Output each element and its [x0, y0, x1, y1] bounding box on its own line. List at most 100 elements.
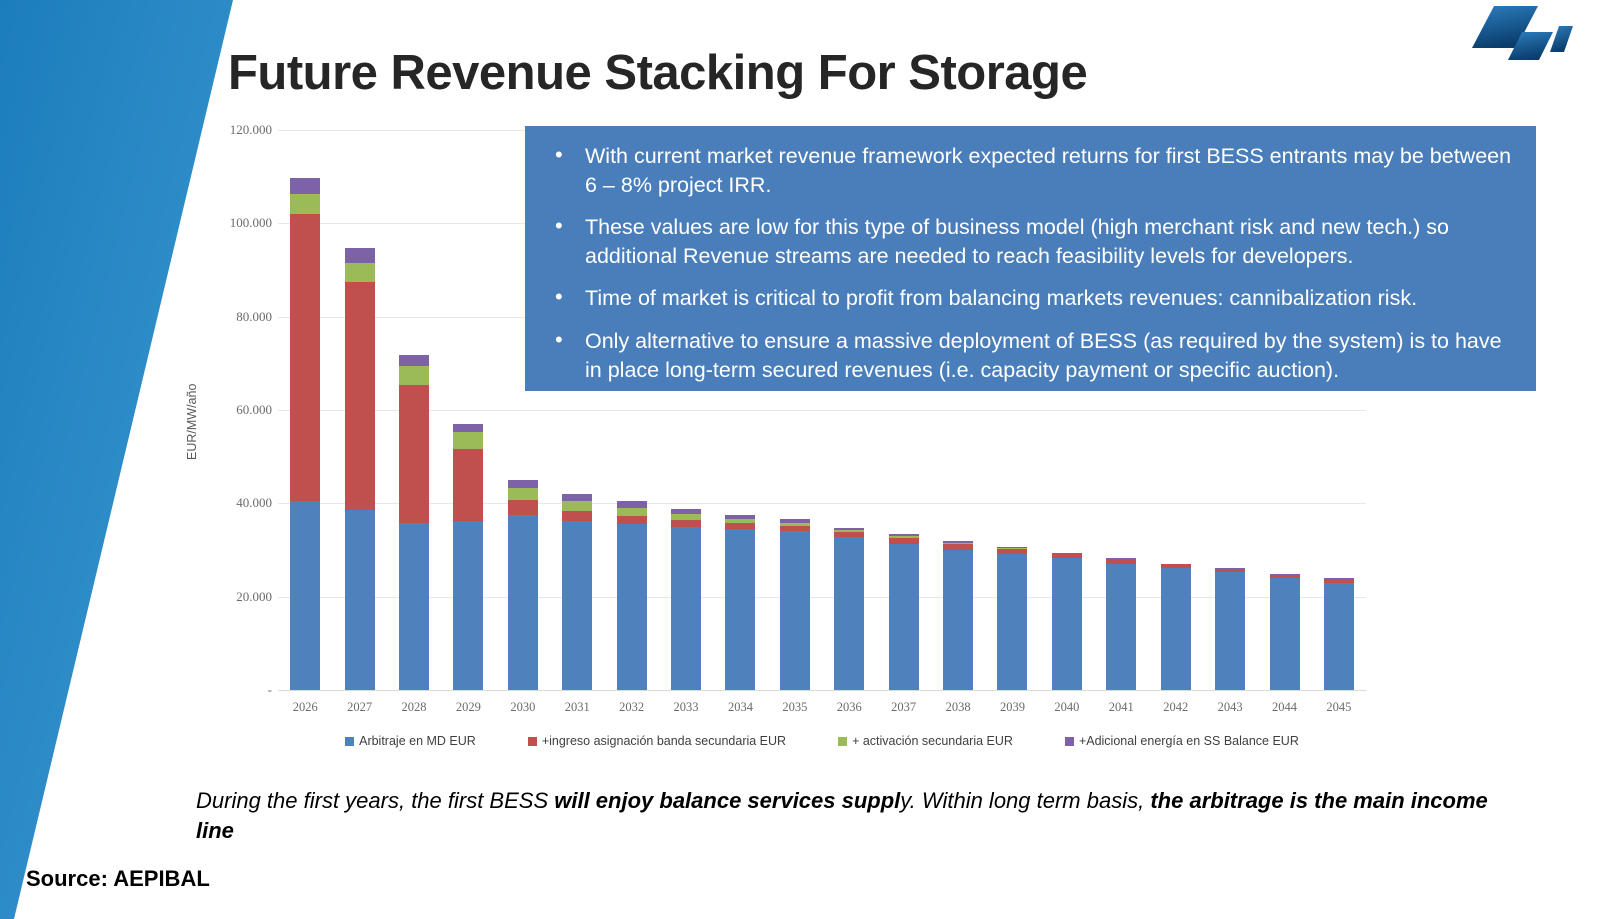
stacked-bar[interactable] [507, 480, 538, 690]
bar-segment[interactable] [943, 543, 974, 550]
bar-segment[interactable] [888, 544, 919, 690]
bar-segment[interactable] [453, 449, 484, 521]
bar-segment[interactable] [290, 501, 321, 690]
bar-segment[interactable] [888, 536, 919, 539]
bar-segment[interactable] [671, 520, 702, 528]
bar-segment[interactable] [943, 541, 974, 543]
bar-segment[interactable] [943, 542, 974, 544]
bar-segment[interactable] [725, 515, 756, 520]
bar-column[interactable] [822, 130, 876, 690]
bar-segment[interactable] [671, 514, 702, 521]
stacked-bar[interactable] [1106, 558, 1137, 690]
stacked-bar[interactable] [344, 248, 375, 690]
legend-item[interactable]: Arbitraje en MD EUR [345, 734, 476, 748]
bar-segment[interactable] [290, 193, 321, 215]
bar-segment[interactable] [399, 366, 430, 386]
bar-segment[interactable] [725, 529, 756, 690]
bar-column[interactable] [1312, 130, 1366, 690]
bar-column[interactable] [387, 130, 441, 690]
stacked-bar[interactable] [997, 547, 1028, 690]
stacked-bar[interactable] [1051, 552, 1082, 690]
bar-column[interactable] [278, 130, 332, 690]
bar-segment[interactable] [344, 248, 375, 264]
stacked-bar[interactable] [290, 178, 321, 690]
stacked-bar[interactable] [779, 519, 810, 690]
bar-segment[interactable] [779, 522, 810, 527]
bar-column[interactable] [1040, 130, 1094, 690]
stacked-bar[interactable] [943, 541, 974, 690]
bar-segment[interactable] [997, 547, 1028, 549]
bar-segment[interactable] [671, 508, 702, 515]
bar-segment[interactable] [943, 549, 974, 690]
bar-segment[interactable] [997, 549, 1028, 555]
bar-column[interactable] [1149, 130, 1203, 690]
bar-column[interactable] [332, 130, 386, 690]
bar-column[interactable] [659, 130, 713, 690]
bar-segment[interactable] [562, 494, 593, 502]
bar-segment[interactable] [725, 519, 756, 524]
bar-segment[interactable] [399, 522, 430, 690]
stacked-bar[interactable] [453, 423, 484, 690]
bar-segment[interactable] [725, 523, 756, 530]
bar-segment[interactable] [1051, 552, 1082, 554]
bar-segment[interactable] [453, 520, 484, 690]
bar-column[interactable] [441, 130, 495, 690]
bar-segment[interactable] [616, 515, 647, 524]
bar-segment[interactable] [453, 431, 484, 450]
bar-segment[interactable] [1106, 563, 1137, 690]
bar-segment[interactable] [834, 529, 865, 533]
stacked-bar[interactable] [1269, 574, 1300, 690]
bar-segment[interactable] [507, 487, 538, 501]
bar-segment[interactable] [616, 501, 647, 509]
stacked-bar[interactable] [562, 494, 593, 690]
bar-column[interactable] [1257, 130, 1311, 690]
bar-segment[interactable] [1215, 572, 1246, 690]
stacked-bar[interactable] [725, 515, 756, 690]
bar-segment[interactable] [1160, 568, 1191, 690]
stacked-bar[interactable] [1160, 563, 1191, 690]
bar-column[interactable] [1094, 130, 1148, 690]
bar-column[interactable] [1203, 130, 1257, 690]
bar-column[interactable] [604, 130, 658, 690]
bar-segment[interactable] [779, 519, 810, 523]
bar-segment[interactable] [344, 510, 375, 690]
bar-segment[interactable] [1323, 578, 1354, 584]
bar-segment[interactable] [1269, 575, 1300, 579]
bar-segment[interactable] [779, 526, 810, 532]
bar-segment[interactable] [834, 527, 865, 530]
bar-segment[interactable] [507, 515, 538, 690]
bar-segment[interactable] [997, 554, 1028, 690]
bar-segment[interactable] [834, 536, 865, 690]
bar-segment[interactable] [562, 501, 593, 511]
bar-segment[interactable] [779, 531, 810, 690]
legend-item[interactable]: +Adicional energía en SS Balance EUR [1064, 734, 1299, 748]
bar-segment[interactable] [507, 480, 538, 488]
stacked-bar[interactable] [399, 354, 430, 690]
bar-segment[interactable] [888, 538, 919, 545]
bar-column[interactable] [931, 130, 985, 690]
bar-segment[interactable] [399, 354, 430, 367]
bar-segment[interactable] [1106, 559, 1137, 564]
bar-segment[interactable] [290, 214, 321, 501]
bar-segment[interactable] [344, 281, 375, 511]
bar-segment[interactable] [344, 263, 375, 282]
bar-column[interactable] [768, 130, 822, 690]
bar-segment[interactable] [888, 534, 919, 537]
bar-segment[interactable] [616, 523, 647, 690]
stacked-bar[interactable] [834, 527, 865, 690]
bar-segment[interactable] [834, 532, 865, 537]
bar-segment[interactable] [507, 500, 538, 515]
bar-segment[interactable] [671, 527, 702, 690]
bar-column[interactable] [876, 130, 930, 690]
bar-segment[interactable] [562, 520, 593, 690]
bar-segment[interactable] [1051, 558, 1082, 690]
bar-segment[interactable] [1051, 554, 1082, 559]
bar-segment[interactable] [399, 385, 430, 523]
bar-segment[interactable] [1323, 583, 1354, 690]
stacked-bar[interactable] [1215, 568, 1246, 690]
bar-column[interactable] [713, 130, 767, 690]
stacked-bar[interactable] [888, 534, 919, 690]
bar-column[interactable] [985, 130, 1039, 690]
stacked-bar[interactable] [1323, 578, 1354, 690]
bar-segment[interactable] [1269, 578, 1300, 690]
